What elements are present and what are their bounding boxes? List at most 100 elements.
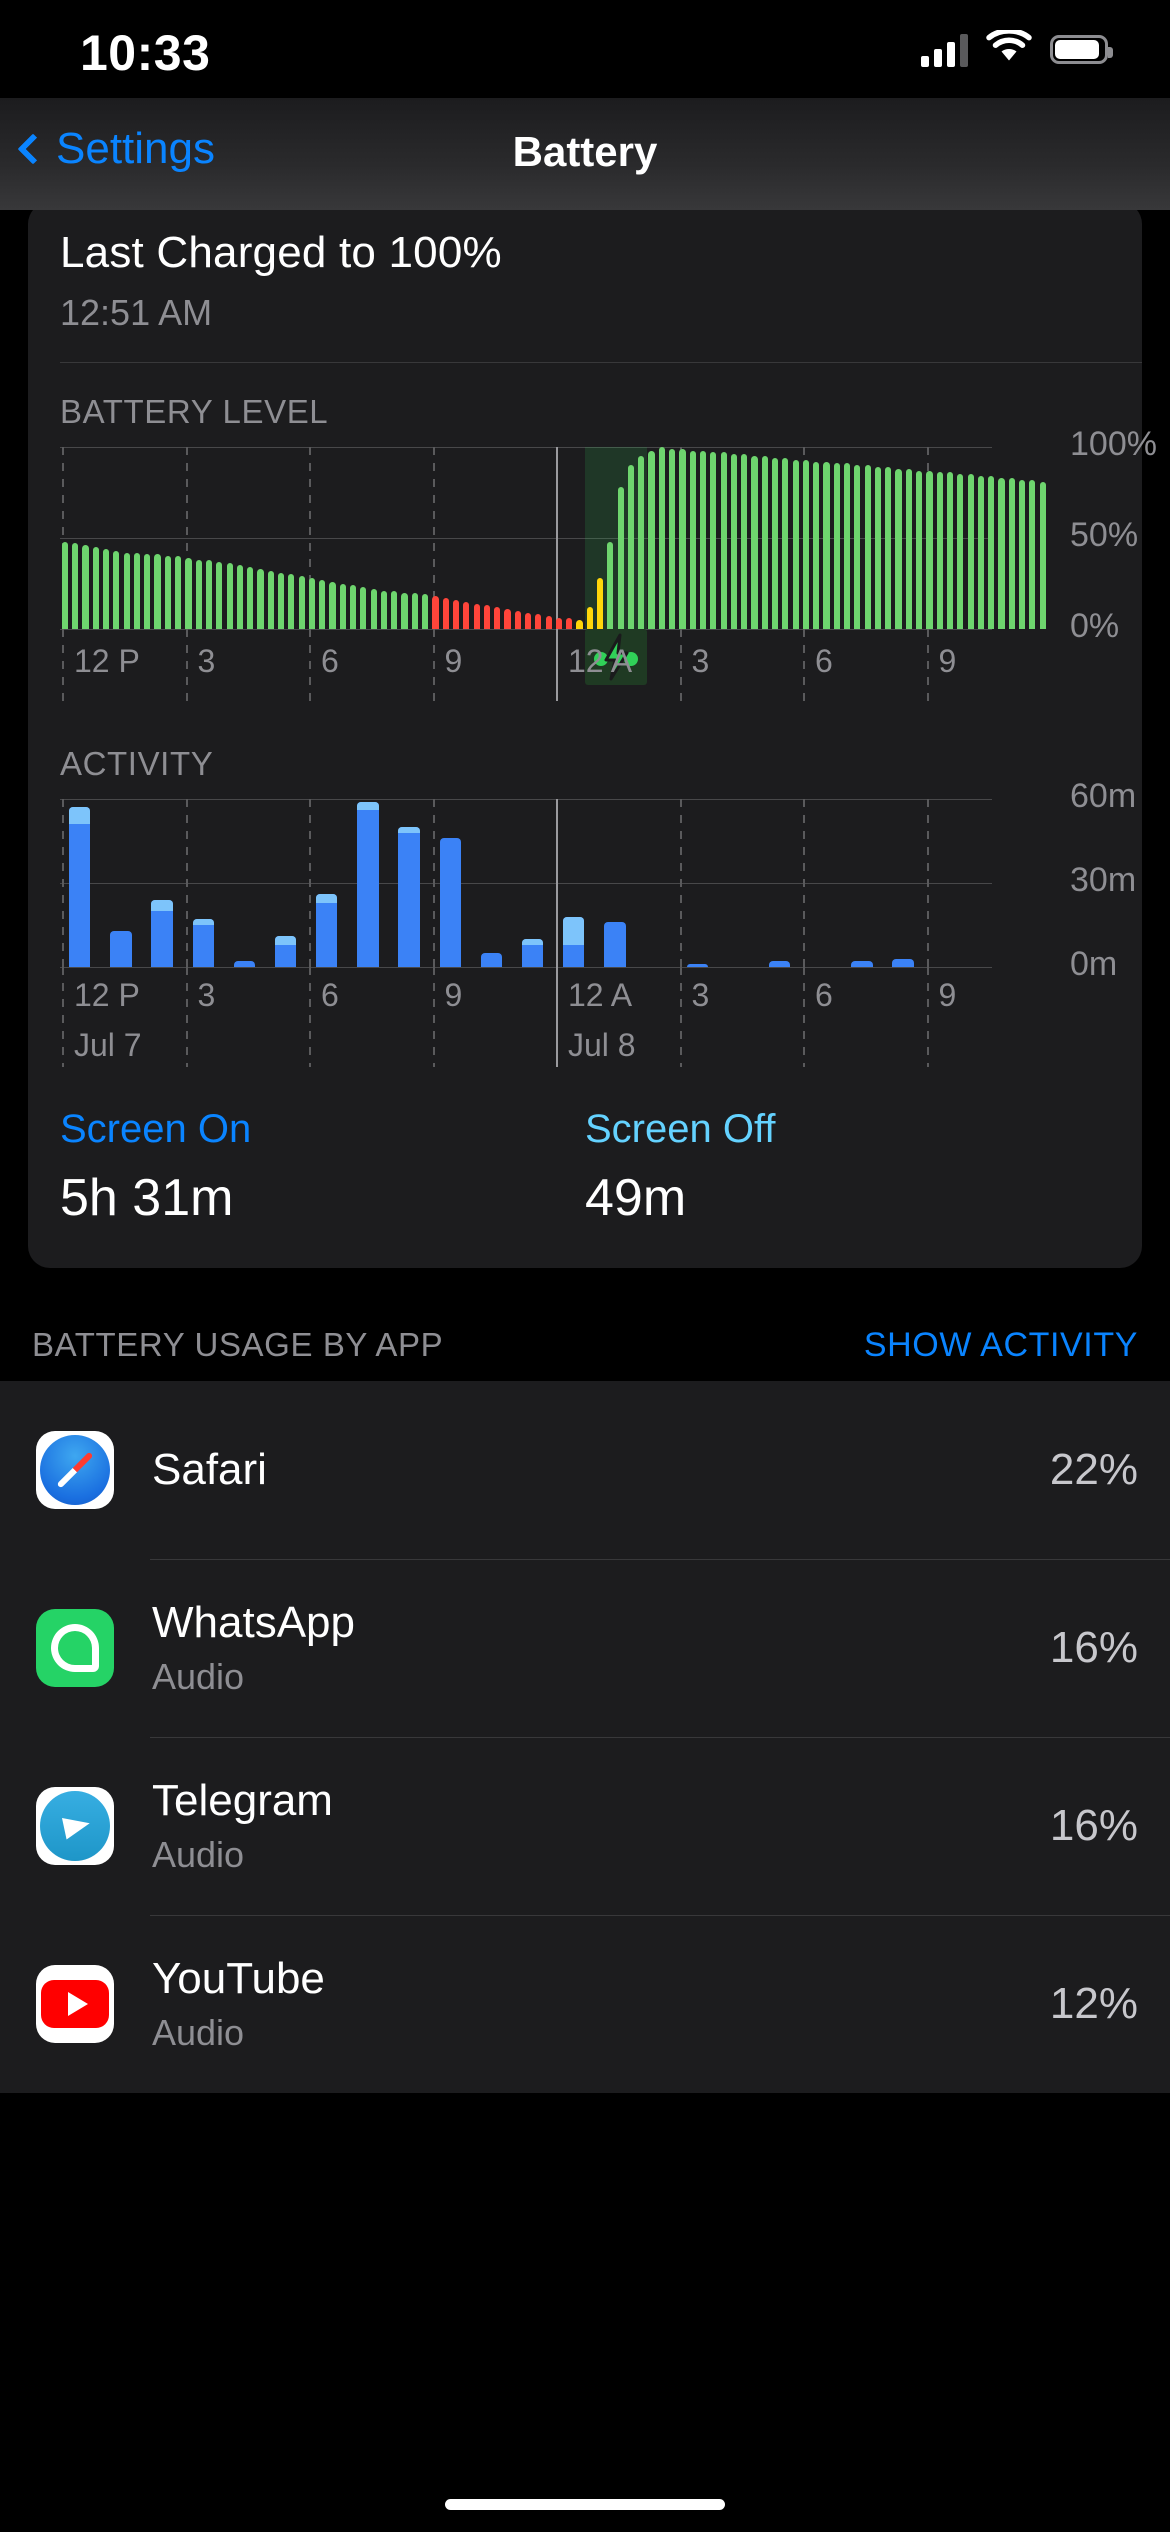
app-usage-row[interactable]: Telegram Audio 16%: [0, 1737, 1170, 1915]
battery-level-bar: [205, 559, 213, 629]
battery-level-bar: [823, 461, 830, 629]
gridline: [60, 447, 992, 448]
battery-level-bar: [277, 572, 285, 629]
app-usage-row[interactable]: YouTube Audio 12%: [0, 1915, 1170, 2093]
last-charged-title: Last Charged to 100%: [60, 228, 502, 277]
x-gridline-extension: [679, 629, 682, 701]
battery-level-bar: [895, 468, 902, 629]
x-gridline-extension: [62, 629, 64, 701]
battery-level-bar: [380, 590, 388, 629]
battery-level-bar: [442, 598, 449, 629]
battery-level-bar: [782, 457, 789, 629]
battery-level-bar: [329, 581, 336, 629]
app-battery-percent: 16%: [1049, 1623, 1138, 1672]
date-axis-label: Jul 8: [568, 1027, 636, 1063]
battery-level-bar: [61, 541, 69, 629]
x-axis-label: 6: [815, 977, 833, 1013]
telegram-icon: [36, 1787, 114, 1865]
battery-level-bar: [555, 618, 563, 629]
page-title: Battery: [512, 128, 658, 175]
battery-level-bar: [771, 457, 779, 629]
battery-level-bar: [463, 601, 470, 629]
battery-level-bar: [658, 447, 665, 629]
screen-off-label: Screen Off: [585, 1107, 776, 1151]
app-usage-list[interactable]: Safari 22% WhatsApp Audio 16% Telegram Audio 16…: [0, 1381, 1170, 2093]
activity-bar: [151, 899, 173, 967]
x-axis-label: 9: [444, 977, 463, 1013]
screen-on-label: Screen On: [60, 1107, 252, 1151]
last-charged-time: 12:51 AM: [60, 292, 213, 333]
home-indicator[interactable]: [445, 2499, 725, 2510]
gridline: [60, 538, 992, 539]
battery-level-bar: [607, 541, 614, 629]
app-info: WhatsApp Audio: [114, 1598, 1050, 1698]
x-axis-label: 9: [938, 643, 957, 679]
scroll-content[interactable]: Last Charged to 100% 12:51 AM BATTERY LE…: [0, 210, 1170, 2532]
show-activity-button[interactable]: SHOW ACTIVITY: [863, 1326, 1138, 1364]
usage-section-label: BATTERY USAGE BY APP: [32, 1326, 444, 1363]
battery-level-bar: [82, 545, 89, 629]
battery-level-bar: [164, 556, 171, 629]
battery-level-bar: [483, 605, 490, 629]
x-gridline-extension: [185, 629, 188, 701]
gridline: [60, 799, 992, 800]
back-button[interactable]: Settings: [17, 124, 215, 174]
gridline: [60, 967, 992, 968]
battery-level-bar: [92, 547, 99, 629]
screen-off-value: 49m: [585, 1169, 687, 1227]
battery-level-bar: [422, 594, 429, 629]
x-gridline: [432, 799, 435, 967]
activity-chart[interactable]: 60m 30m 0m 12 P 3 6 9 12 A 3 6 9 Jul 7 Jul 8: [28, 777, 1142, 1077]
row-separator: [150, 1559, 1170, 1560]
battery-main-card: Last Charged to 100% 12:51 AM BATTERY LE…: [28, 210, 1157, 1268]
battery-level-bar: [741, 454, 748, 629]
battery-level-bar: [586, 607, 593, 629]
activity-bar-screen-off-segment: [398, 827, 420, 833]
battery-level-bar: [885, 467, 892, 629]
app-name: YouTube: [152, 1954, 325, 2003]
activity-bar-screen-off-segment: [521, 939, 544, 945]
battery-level-bar: [833, 463, 840, 629]
app-info: YouTube Audio: [114, 1954, 1050, 2054]
x-gridline-extension: [309, 629, 311, 701]
row-separator: [150, 1915, 1170, 1916]
battery-level-bar: [257, 568, 264, 629]
battery-level-bar: [627, 465, 635, 629]
x-gridline-extension: [556, 629, 558, 701]
app-subtitle: Audio: [152, 1656, 245, 1697]
x-axis-label: 12 A: [568, 643, 633, 679]
app-name: Safari: [152, 1445, 267, 1494]
x-gridline: [62, 447, 64, 629]
battery-level-bar: [339, 583, 346, 629]
x-gridline-extension: [679, 967, 682, 1067]
x-gridline-extension: [62, 967, 64, 1067]
x-axis-label: 6: [321, 643, 339, 679]
battery-level-bar: [617, 487, 624, 629]
activity-bar: [892, 958, 914, 967]
y-axis-label: 0%: [1070, 607, 1120, 645]
battery-level-bar: [751, 456, 758, 629]
x-axis-label: 3: [691, 977, 710, 1013]
x-gridline-extension: [309, 967, 311, 1067]
x-axis-label: 3: [197, 643, 216, 679]
x-gridline-extension: [803, 967, 805, 1067]
battery-level-bar: [648, 450, 655, 629]
battery-level-bar: [288, 574, 295, 629]
battery-level-bar: [854, 465, 861, 629]
app-subtitle: Audio: [152, 2012, 245, 2053]
app-usage-row[interactable]: Safari 22%: [0, 1381, 1170, 1559]
x-axis-label: 3: [197, 977, 216, 1013]
app-battery-percent: 12%: [1049, 1979, 1138, 2028]
battery-level-bar: [679, 448, 686, 629]
usage-header: BATTERY USAGE BY APP SHOW ACTIVITY: [0, 1292, 1170, 1381]
battery-level-bar: [473, 603, 480, 629]
battery-level-section-label: BATTERY LEVEL: [60, 393, 329, 430]
battery-level-bar: [813, 461, 820, 629]
battery-level-bar: [360, 587, 367, 629]
battery-level-bar: [535, 614, 542, 629]
app-usage-row[interactable]: WhatsApp Audio 16%: [0, 1559, 1170, 1737]
battery-level-bar: [113, 550, 120, 629]
y-axis-label: 0m: [1070, 945, 1118, 983]
activity-bar: [233, 961, 256, 967]
battery-level-chart[interactable]: 100% 50% 0% 12 P 3 6 9 12 A 3 6 9: [28, 425, 1157, 715]
